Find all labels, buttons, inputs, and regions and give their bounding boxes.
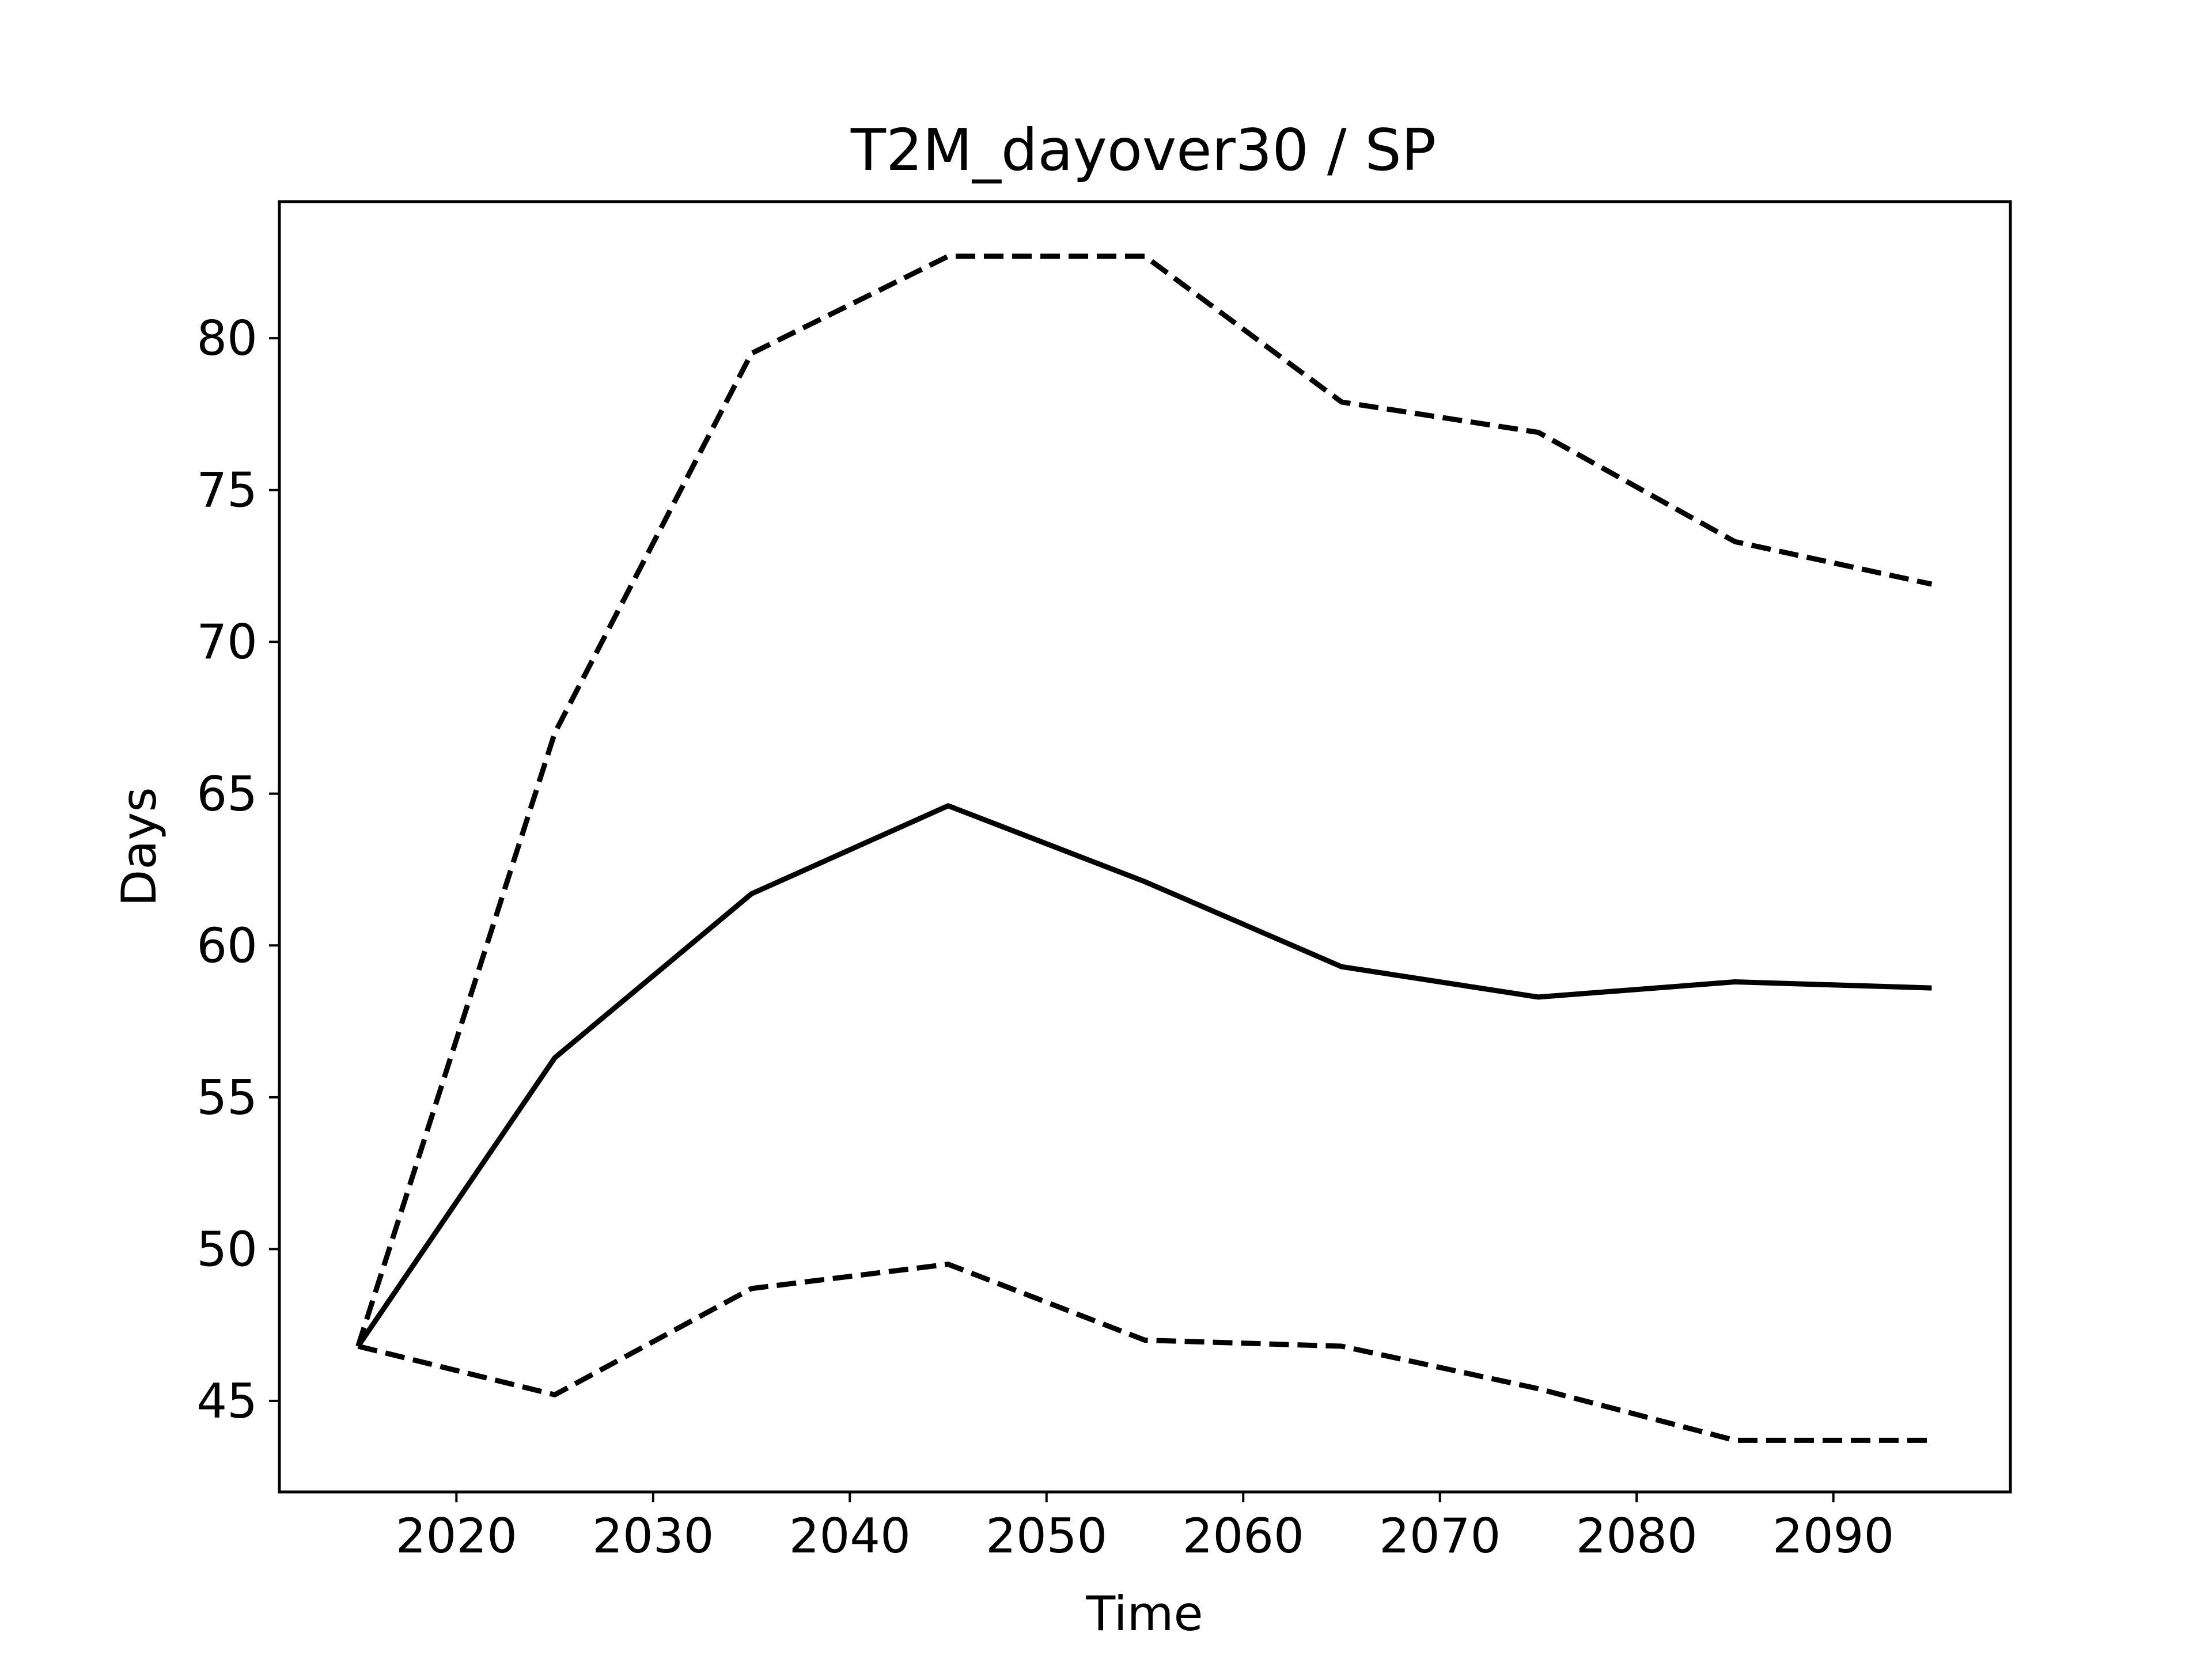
- x-axis-label: Time: [1085, 1586, 1203, 1642]
- series-group: [355, 253, 1933, 1443]
- x-tick-label: 2030: [592, 1508, 714, 1564]
- plot-area-frame: [278, 200, 2012, 1494]
- x-tick-label: 2060: [1183, 1508, 1304, 1564]
- y-tick-label: 70: [196, 614, 257, 670]
- y-tick-label: 75: [196, 463, 257, 518]
- x-tick-label: 2080: [1576, 1508, 1698, 1564]
- y-tick-label: 45: [196, 1373, 257, 1429]
- y-tick-label: 65: [196, 766, 257, 822]
- series-line-dashed-lower: [357, 1262, 1932, 1443]
- series-line-solid: [355, 803, 1932, 1348]
- chart-title: T2M_dayover30 / SP: [850, 116, 1436, 184]
- y-tick-label: 50: [196, 1221, 257, 1277]
- x-tick-label: 2090: [1772, 1508, 1894, 1564]
- y-tick-label: 55: [196, 1070, 257, 1126]
- x-tick-label: 2050: [986, 1508, 1107, 1564]
- x-tick-group: 2020 2030 2040 2050 2060 2070 2080 2090: [396, 1492, 1894, 1564]
- x-tick-label: 2040: [789, 1508, 911, 1564]
- y-axis-label: Days: [111, 787, 167, 906]
- x-tick-label: 2020: [396, 1508, 517, 1564]
- x-tick-label: 2070: [1379, 1508, 1501, 1564]
- y-tick-label: 60: [196, 918, 257, 974]
- y-tick-label: 80: [196, 310, 257, 366]
- y-tick-group: 45 50 55 60 65 70 75 80: [196, 310, 279, 1429]
